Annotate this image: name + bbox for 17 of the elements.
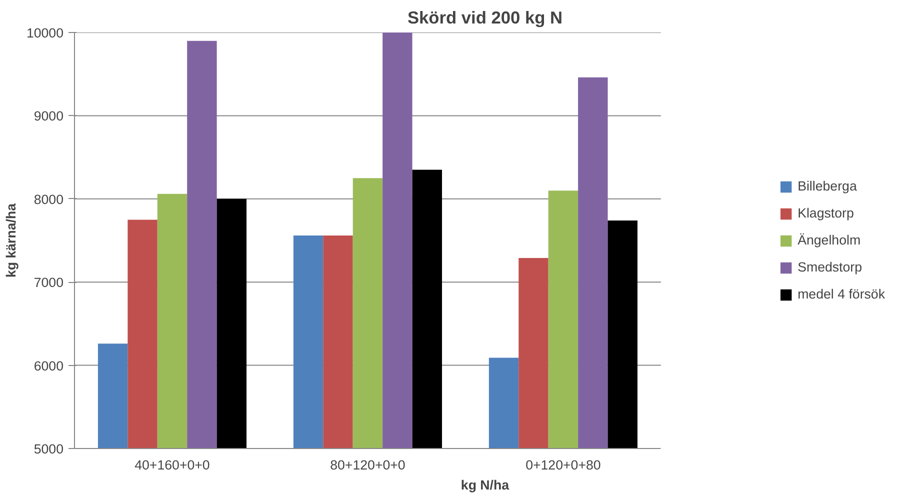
y-tick-label: 8000 [34,192,64,207]
y-axis-title: kg kärna/ha [3,202,18,278]
legend-label: Ängelholm [798,232,861,248]
x-axis-title: kg N/ha [460,478,510,492]
y-tick-label: 6000 [34,358,64,374]
y-tick-label: 7000 [34,275,64,290]
y-tick-label: 5000 [34,442,64,456]
y-tick-label: 9000 [34,108,64,124]
chart-title: Skörd vid 200 kg N [407,8,563,28]
x-tick-label: 0+120+0+80 [526,458,601,472]
legend-label: Smedstorp [798,260,862,274]
y-tick-label: 10000 [26,26,64,40]
legend-label: medel 4 försök [798,286,885,302]
x-tick-label: 80+120+0+0 [330,458,406,472]
x-tick-label: 40+160+0+0 [134,458,210,472]
legend-label: Billeberga [798,178,857,194]
legend-label: Klagstorp [798,206,854,220]
